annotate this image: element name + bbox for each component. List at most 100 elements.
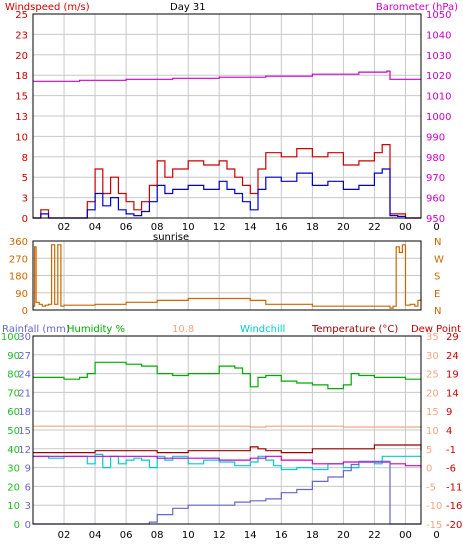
left-tick-label: 100 bbox=[1, 332, 20, 343]
panel-wind-frame bbox=[32, 13, 422, 219]
right-tick-label: N bbox=[434, 306, 441, 317]
left-tick-label: 3 bbox=[22, 194, 28, 205]
right-tick-label: -20 bbox=[446, 520, 462, 531]
right-tick-label: 1030 bbox=[426, 51, 451, 62]
right-tick-label: 960 bbox=[426, 194, 445, 205]
right-tick-label: E bbox=[434, 289, 440, 300]
right-tick-label: -5 bbox=[426, 482, 436, 493]
left-tick-label: 30 bbox=[7, 464, 20, 475]
hour-tick-label: 12 bbox=[213, 530, 226, 541]
left-tick-label: 30 bbox=[18, 332, 31, 343]
panel-direction-grid bbox=[33, 240, 421, 311]
right-tick-label: 10 bbox=[426, 426, 439, 437]
right-tick-label: 4 bbox=[446, 426, 452, 437]
left-tick-label: 0 bbox=[14, 520, 20, 531]
windspeed-label: Windspeed (m/s) bbox=[5, 2, 90, 13]
left-tick-label: 15 bbox=[15, 92, 28, 103]
panel-direction-frame bbox=[32, 240, 422, 311]
left-tick-label: 0 bbox=[22, 214, 28, 225]
panel-direction-series bbox=[33, 244, 422, 309]
hour-tick-label: 0 bbox=[433, 222, 439, 233]
right-tick-label: -10 bbox=[426, 501, 442, 512]
left-tick-label: 40 bbox=[7, 445, 20, 456]
left-tick-label: 13 bbox=[15, 112, 28, 123]
right-tick-label: 30 bbox=[426, 351, 439, 362]
left-tick-label: 27 bbox=[18, 351, 31, 362]
panel-temperature: Rainfall (mm) Humidity % 10.8 Windchill … bbox=[1, 324, 462, 541]
hour-tick-label: 18 bbox=[306, 530, 319, 541]
right-tick-label: 5 bbox=[426, 445, 432, 456]
panel-wind-ticks: 2523201815131085301050104010301020101010… bbox=[15, 10, 451, 233]
right-tick-label: 19 bbox=[446, 370, 459, 381]
panel-wind-series bbox=[33, 70, 421, 219]
series-temp_darkred bbox=[33, 444, 422, 454]
hour-tick-label: 22 bbox=[368, 222, 381, 233]
right-tick-label: 980 bbox=[426, 153, 445, 164]
hour-tick-label: 00 bbox=[399, 530, 412, 541]
windchill-label: Windchill bbox=[240, 324, 285, 335]
panel-temperature-series bbox=[33, 361, 422, 525]
left-tick-label: 20 bbox=[7, 482, 20, 493]
hour-tick-label: 10 bbox=[182, 222, 195, 233]
right-tick-label: 20 bbox=[426, 388, 439, 399]
right-tick-label: 990 bbox=[426, 132, 445, 143]
left-tick-label: 12 bbox=[18, 445, 31, 456]
left-tick-label: 3 bbox=[25, 501, 31, 512]
temperature-label: Temperature (°C) bbox=[311, 324, 398, 335]
dewpoint-label: Dew Point bbox=[411, 324, 461, 335]
hour-tick-label: 02 bbox=[58, 222, 71, 233]
right-tick-label: 1040 bbox=[426, 30, 451, 41]
right-tick-label: -15 bbox=[426, 520, 442, 531]
hour-tick-label: 20 bbox=[337, 222, 350, 233]
right-tick-label: 0 bbox=[426, 464, 432, 475]
left-tick-label: 5 bbox=[22, 173, 28, 184]
left-tick-label: 18 bbox=[15, 71, 28, 82]
series-temp_orange bbox=[33, 425, 422, 428]
left-tick-label: 24 bbox=[18, 370, 31, 381]
hour-tick-label: 04 bbox=[89, 530, 102, 541]
left-tick-label: 6 bbox=[25, 482, 31, 493]
right-tick-label: -6 bbox=[446, 464, 456, 475]
right-tick-label: 35 bbox=[426, 332, 439, 343]
series-humidity bbox=[33, 361, 421, 390]
hour-tick-label: 10 bbox=[182, 530, 195, 541]
right-tick-label: 9 bbox=[446, 407, 452, 418]
hour-tick-label: 14 bbox=[244, 530, 257, 541]
series-direction bbox=[33, 244, 422, 309]
left-tick-label: 60 bbox=[7, 407, 20, 418]
panel-temperature-ticks: 1009080706050403020100302724211815129630… bbox=[1, 332, 462, 541]
left-tick-label: 70 bbox=[7, 388, 20, 399]
left-tick-label: 15 bbox=[18, 426, 31, 437]
left-tick-label: 9 bbox=[25, 464, 31, 475]
right-tick-label: 1010 bbox=[426, 92, 451, 103]
left-tick-label: 18 bbox=[18, 407, 31, 418]
left-tick-label: 90 bbox=[7, 351, 20, 362]
series-wind bbox=[33, 168, 421, 219]
left-tick-label: 0 bbox=[22, 306, 28, 317]
hour-tick-label: 02 bbox=[58, 530, 71, 541]
left-tick-label: 270 bbox=[9, 254, 28, 265]
right-tick-label: W bbox=[434, 254, 444, 265]
hour-tick-label: 16 bbox=[275, 222, 288, 233]
hour-tick-label: 06 bbox=[120, 222, 133, 233]
rainfall-label: Rainfall (mm) bbox=[2, 324, 70, 335]
chart-title: Day 31 bbox=[170, 2, 206, 13]
hour-tick-label: 04 bbox=[89, 222, 102, 233]
hour-tick-label: 12 bbox=[213, 222, 226, 233]
right-tick-label: 950 bbox=[426, 214, 445, 225]
right-tick-label: 970 bbox=[426, 173, 445, 184]
hour-tick-label: 08 bbox=[151, 222, 164, 233]
panel-temperature-grid bbox=[33, 335, 421, 525]
panel-temperature-frame bbox=[32, 335, 422, 525]
barometer-label: Barometer (hPa) bbox=[376, 2, 458, 13]
left-tick-label: 10 bbox=[7, 501, 20, 512]
left-tick-label: 21 bbox=[18, 388, 31, 399]
panel-wind-barometer: Windspeed (m/s) Day 31 Barometer (hPa) 2… bbox=[5, 2, 458, 233]
right-tick-label: 25 bbox=[426, 370, 439, 381]
right-tick-label: N bbox=[434, 237, 441, 248]
right-tick-label: -11 bbox=[446, 482, 462, 493]
left-tick-label: 80 bbox=[7, 370, 20, 381]
series-barometer bbox=[33, 70, 421, 82]
